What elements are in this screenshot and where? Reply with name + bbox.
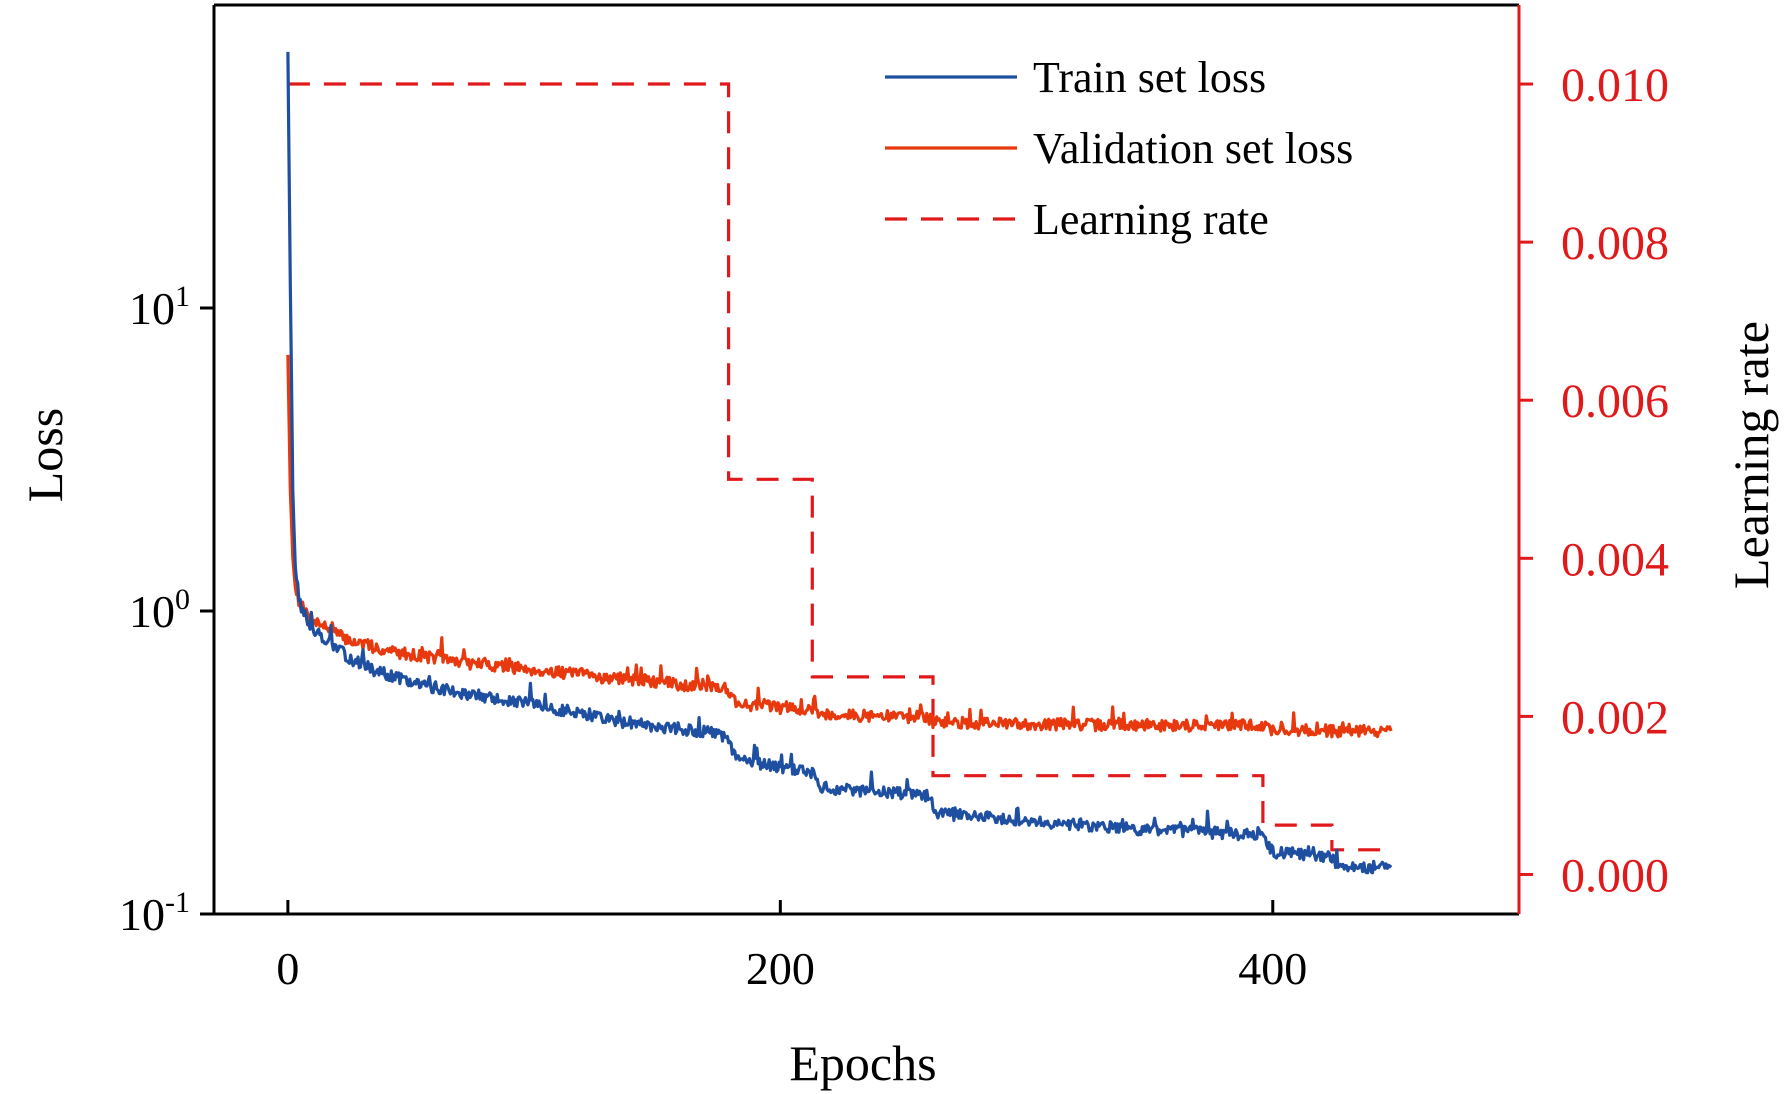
learning-rate-line [287,82,1391,852]
y-axis-title: Loss [17,408,73,502]
x-axis-title: Epochs [789,1035,936,1091]
validation-loss-layer [286,354,1393,739]
y2-axis-title: Learning rate [1723,321,1779,589]
y2-tick-label: 0.004 [1561,533,1669,586]
legend-train-label: Train set loss [1033,53,1266,102]
y-tick-label: 10-1 [119,886,190,940]
legend-learning-rate-label: Learning rate [1033,195,1269,244]
legend: Train set loss Validation set loss Learnin… [885,53,1353,244]
y-tick-label: 101 [129,280,190,334]
y2-tick-label: 0.006 [1561,375,1669,428]
legend-train-entry: Train set loss [885,53,1266,102]
x-axis-ticks: 0 200 400 [276,900,1307,994]
y-axis-ticks: 10-1 100 101 [119,280,214,940]
x-tick-label: 0 [276,943,299,994]
x-tick-label: 200 [746,943,815,994]
y-tick-label: 100 [129,583,190,637]
learning-rate-layer [287,82,1391,852]
y2-tick-label: 0.000 [1561,849,1669,902]
y2-tick-label: 0.010 [1561,59,1669,112]
y2-axis-ticks: 0.000 0.002 0.004 0.006 0.008 0.010 [1519,59,1669,902]
y2-tick-label: 0.008 [1561,217,1669,270]
legend-validation-label: Validation set loss [1033,124,1353,173]
train-loss-layer [286,51,1393,875]
legend-learning-rate-entry: Learning rate [885,195,1269,244]
train-loss-line [286,51,1393,875]
y2-tick-label: 0.002 [1561,691,1669,744]
plot-frame [212,3,1521,916]
legend-validation-entry: Validation set loss [885,124,1353,173]
validation-loss-line [286,354,1393,739]
x-tick-label: 400 [1238,943,1307,994]
